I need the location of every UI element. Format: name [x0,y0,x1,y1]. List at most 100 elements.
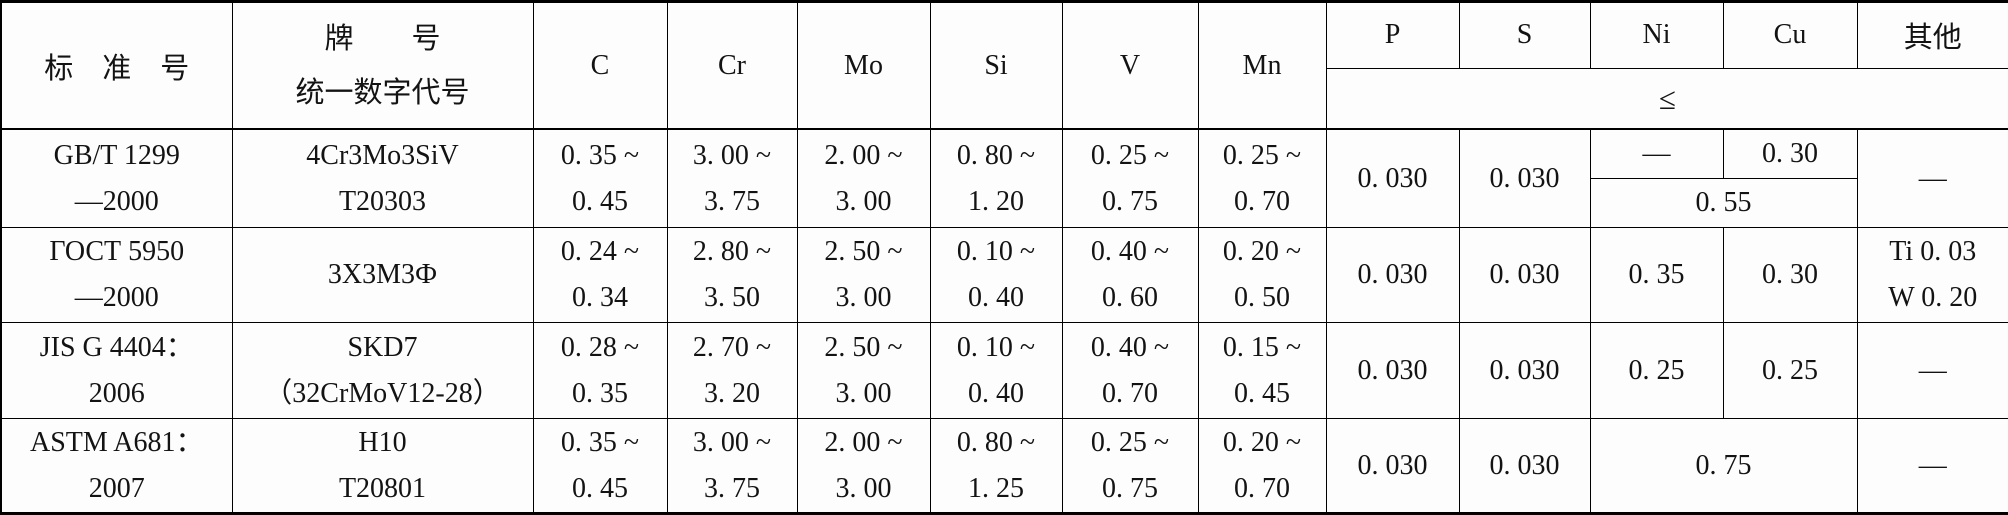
cell-others: — [1856,322,2008,420]
c-max: 0. 45 [572,472,628,504]
v-max: 0. 60 [1102,282,1158,314]
cr-min: 3. 00 ~ [692,426,772,458]
cell-mo: 2. 00 ~ 3. 00 [796,418,931,514]
others-line2: W 0. 20 [1888,282,1978,314]
header-element-others: 其他 [1856,1,2008,69]
grade-line1: 4Cr3Mo3SiV [306,139,459,171]
cell-s: 0. 030 [1458,226,1591,324]
standard-line2: —2000 [74,282,159,314]
standard-line2: 2006 [88,377,145,409]
si-max: 1. 20 [968,185,1024,217]
cell-s: 0. 030 [1458,128,1591,228]
cell-cu: 0. 30 [1722,226,1858,324]
si-min: 0. 10 ~ [956,236,1036,268]
cell-mn: 0. 25 ~ 0. 70 [1197,128,1327,228]
cell-v: 0. 25 ~ 0. 75 [1061,128,1199,228]
c-max: 0. 34 [572,282,628,314]
cr-min: 2. 80 ~ [692,236,772,268]
mo-min: 2. 50 ~ [824,236,903,268]
cr-max: 3. 75 [704,185,760,217]
cu-value: 0. 30 [1723,130,1856,179]
cell-v: 0. 40 ~ 0. 60 [1061,226,1199,324]
table-row-gost5950: ГОСТ 5950 —2000 3Х3М3Ф 0. 24 ~ 0. 34 2. … [0,226,2008,324]
v-min: 0. 25 ~ [1090,426,1170,458]
cell-grade: 4Cr3Mo3SiV T20303 [231,128,534,228]
cell-v: 0. 40 ~ 0. 70 [1061,322,1199,420]
mo-max: 3. 00 [835,377,892,409]
cell-grade: H10 T20801 [231,418,534,514]
cell-si: 0. 10 ~ 0. 40 [929,322,1063,420]
header-element-mn: Mn [1197,1,1327,131]
cell-c: 0. 35 ~ 0. 45 [532,128,668,228]
cell-si: 0. 80 ~ 1. 25 [929,418,1063,514]
mn-max: 0. 50 [1234,282,1290,314]
si-min: 0. 10 ~ [956,331,1036,363]
c-min: 0. 28 ~ [560,331,640,363]
cell-mo: 2. 00 ~ 3. 00 [796,128,931,228]
mo-max: 3. 00 [835,282,892,314]
cell-c: 0. 35 ~ 0. 45 [532,418,668,514]
cell-cr: 2. 70 ~ 3. 20 [666,322,798,420]
mo-min: 2. 50 ~ [824,331,903,363]
cell-grade: 3Х3М3Ф [231,226,534,324]
header-row-1: 标 准 号 牌 号 统一数字代号 C Cr Mo Si V Mn P S Ni … [0,1,2008,131]
cell-grade: SKD7 （32CrMoV12-28） [231,322,534,420]
cell-si: 0. 10 ~ 0. 40 [929,226,1063,324]
mn-min: 0. 20 ~ [1222,426,1302,458]
cell-mn: 0. 20 ~ 0. 50 [1197,226,1327,324]
cell-ni: 0. 35 [1589,226,1724,324]
header-element-cu: Cu [1722,1,1858,69]
mn-min: 0. 25 ~ [1222,139,1302,171]
si-min: 0. 80 ~ [956,426,1036,458]
max-limit-symbol: ≤ [1325,67,2008,131]
cell-p: 0. 030 [1325,226,1460,324]
mo-max: 3. 00 [835,472,892,504]
c-max: 0. 45 [572,185,628,217]
cell-s: 0. 030 [1458,322,1591,420]
mo-max: 3. 00 [835,185,892,217]
standard-line1: GB/T 1299 [53,139,180,171]
cell-standard: ГОСТ 5950 —2000 [0,226,233,324]
cell-mn: 0. 20 ~ 0. 70 [1197,418,1327,514]
ni-cu-split-grid: — 0. 30 0. 55 [1591,130,1856,226]
cell-s: 0. 030 [1458,418,1591,514]
cell-c: 0. 24 ~ 0. 34 [532,226,668,324]
header-element-v: V [1061,1,1199,131]
cell-cr: 2. 80 ~ 3. 50 [666,226,798,324]
cr-min: 2. 70 ~ [692,331,772,363]
ni-cu-combined-value: 0. 55 [1695,186,1752,218]
cell-p: 0. 030 [1325,322,1460,420]
cell-mo: 2. 50 ~ 3. 00 [796,322,931,420]
cell-cr: 3. 00 ~ 3. 75 [666,128,798,228]
mn-max: 0. 70 [1234,185,1290,217]
si-min: 0. 80 ~ [956,139,1036,171]
header-grade: 牌 号 统一数字代号 [231,1,534,131]
header-element-s: S [1458,1,1591,69]
cell-ni-cu-split: — 0. 30 0. 55 [1589,128,1858,228]
header-row-2: ≤ [1,67,2008,131]
cr-max: 3. 75 [704,472,760,504]
cell-mo: 2. 50 ~ 3. 00 [796,226,931,324]
ni-value: — [1591,130,1724,179]
cell-others: Ti 0. 03 W 0. 20 [1856,226,2008,324]
header-element-c: C [532,1,668,131]
v-max: 0. 70 [1102,377,1158,409]
grade-line1: H10 [358,426,407,458]
cell-others: — [1856,128,2008,228]
c-min: 0. 24 ~ [560,236,640,268]
cr-max: 3. 20 [704,377,760,409]
cell-p: 0. 030 [1325,418,1460,514]
cell-v: 0. 25 ~ 0. 75 [1061,418,1199,514]
grade-line1: SKD7 [347,331,418,363]
grade-line2: T20303 [338,185,427,217]
header-element-p: P [1325,1,1460,69]
mn-max: 0. 70 [1234,472,1290,504]
si-max: 0. 40 [968,377,1024,409]
mn-min: 0. 20 ~ [1222,236,1302,268]
v-max: 0. 75 [1102,472,1158,504]
cell-cr: 3. 00 ~ 3. 75 [666,418,798,514]
cell-cu: 0. 25 [1722,322,1858,420]
standard-line1: ГОСТ 5950 [49,236,185,268]
table-row-astma681: ASTM A681： 2007 H10 T20801 0. 35 ~ 0. 45… [0,418,2008,514]
